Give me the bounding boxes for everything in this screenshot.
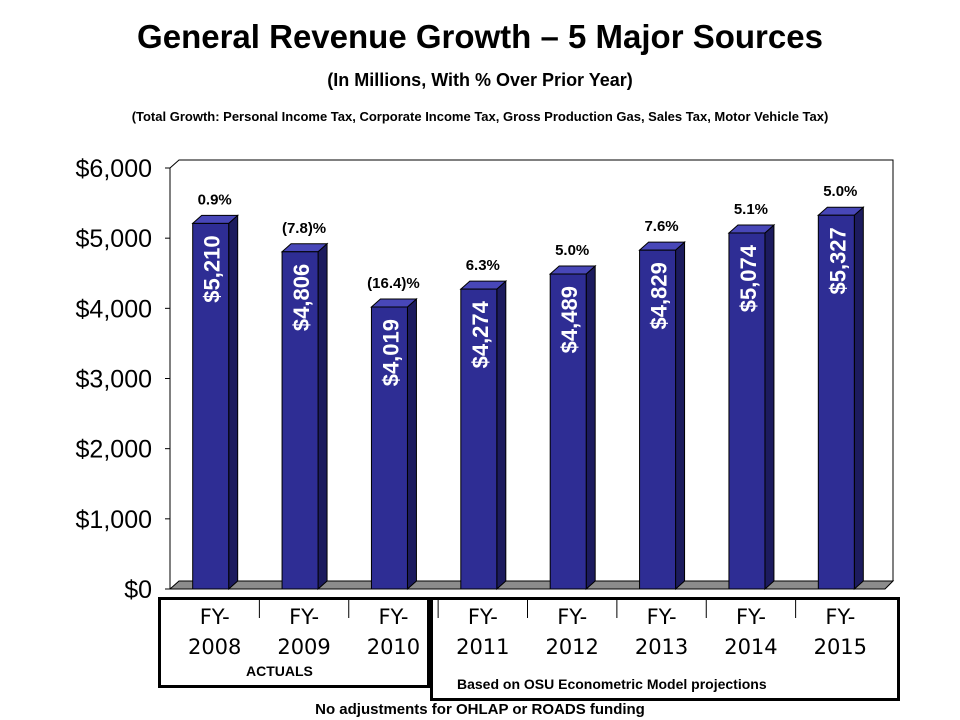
y-tick-label: $2,000 bbox=[76, 436, 152, 464]
x-tick-label: 2011 bbox=[456, 635, 509, 659]
bar-value-label: $4,489 bbox=[557, 286, 582, 353]
projections-box: Based on OSU Econometric Model projectio… bbox=[430, 597, 900, 701]
growth-label: 5.0% bbox=[555, 242, 589, 259]
bar-side bbox=[228, 214, 239, 591]
x-tick-label: FY- bbox=[468, 605, 498, 629]
y-tick-label: $4,000 bbox=[76, 295, 152, 323]
bar-front bbox=[549, 273, 587, 590]
chart-subtitle: (In Millions, With % Over Prior Year) bbox=[327, 70, 633, 90]
bar-FY-2015 bbox=[816, 206, 865, 591]
bar-FY-2008 bbox=[191, 214, 240, 591]
bar-value-label: $4,829 bbox=[647, 262, 672, 329]
x-tick-label: 2010 bbox=[367, 635, 420, 659]
bar-front bbox=[192, 222, 230, 590]
funding-note: No adjustments for OHLAP or ROADS fundin… bbox=[315, 701, 645, 718]
bar-side bbox=[406, 297, 417, 591]
bar-value-label: $4,019 bbox=[378, 319, 403, 386]
bar-FY-2012 bbox=[548, 264, 597, 591]
bar-side bbox=[853, 206, 864, 591]
actuals-label: ACTUALS bbox=[246, 663, 313, 679]
y-tick-label: $0 bbox=[124, 576, 152, 604]
bar-front bbox=[460, 288, 498, 590]
y-tick-label: $5,000 bbox=[76, 225, 152, 253]
x-tick-label: 2015 bbox=[814, 635, 867, 659]
chart-floor bbox=[168, 580, 895, 590]
bar-front bbox=[281, 251, 319, 590]
total-growth-note: (Total Growth: Personal Income Tax, Corp… bbox=[131, 109, 829, 124]
bar-side bbox=[764, 223, 775, 591]
growth-label: (16.4)% bbox=[367, 275, 420, 292]
y-tick-label: $6,000 bbox=[76, 155, 152, 183]
bar-value-label: $5,327 bbox=[825, 227, 850, 294]
x-tick-label: FY- bbox=[289, 605, 319, 629]
projections-label: Based on OSU Econometric Model projectio… bbox=[457, 676, 767, 692]
x-tick-label: FY- bbox=[736, 605, 766, 629]
bar-value-label: $4,806 bbox=[289, 264, 314, 331]
x-tick-label: FY- bbox=[825, 605, 855, 629]
chart-title: General Revenue Growth – 5 Major Sources bbox=[137, 18, 823, 55]
bar-FY-2014 bbox=[727, 223, 776, 591]
y-tick-label: $3,000 bbox=[76, 366, 152, 394]
bar-value-label: $5,210 bbox=[200, 235, 225, 302]
x-tick-label: FY- bbox=[557, 605, 587, 629]
growth-label: 6.3% bbox=[466, 257, 500, 274]
bar-front bbox=[639, 249, 677, 590]
growth-label: 5.1% bbox=[734, 201, 768, 218]
bar-front bbox=[370, 306, 408, 590]
actuals-box: ACTUALS bbox=[158, 597, 430, 688]
growth-label: 0.9% bbox=[198, 191, 232, 208]
bar-FY-2010 bbox=[370, 297, 418, 591]
bar-side bbox=[496, 279, 507, 591]
growth-label: (7.8)% bbox=[282, 220, 326, 237]
plot-frame bbox=[169, 159, 894, 589]
growth-label: 7.6% bbox=[644, 218, 678, 235]
y-tick-label: $1,000 bbox=[76, 506, 152, 534]
x-tick-label: 2012 bbox=[545, 635, 598, 659]
x-tick-label: 2009 bbox=[277, 635, 330, 659]
bar-side bbox=[317, 242, 328, 591]
bar-side bbox=[675, 241, 686, 591]
x-tick-label: 2008 bbox=[188, 635, 241, 659]
bar-value-label: $5,074 bbox=[736, 244, 761, 312]
bar-FY-2011 bbox=[459, 279, 508, 591]
x-tick-label: 2013 bbox=[635, 635, 688, 659]
bar-side bbox=[585, 264, 596, 591]
bar-front bbox=[817, 214, 855, 590]
x-tick-label: FY- bbox=[647, 605, 677, 629]
x-tick-label: FY- bbox=[200, 605, 230, 629]
bar-front bbox=[728, 232, 766, 590]
bar-value-label: $4,274 bbox=[468, 300, 493, 368]
bar-FY-2013 bbox=[638, 241, 686, 591]
x-tick-label: 2014 bbox=[724, 635, 777, 659]
bar-FY-2009 bbox=[280, 242, 329, 591]
growth-label: 5.0% bbox=[823, 183, 857, 200]
x-tick-label: FY- bbox=[378, 605, 408, 629]
